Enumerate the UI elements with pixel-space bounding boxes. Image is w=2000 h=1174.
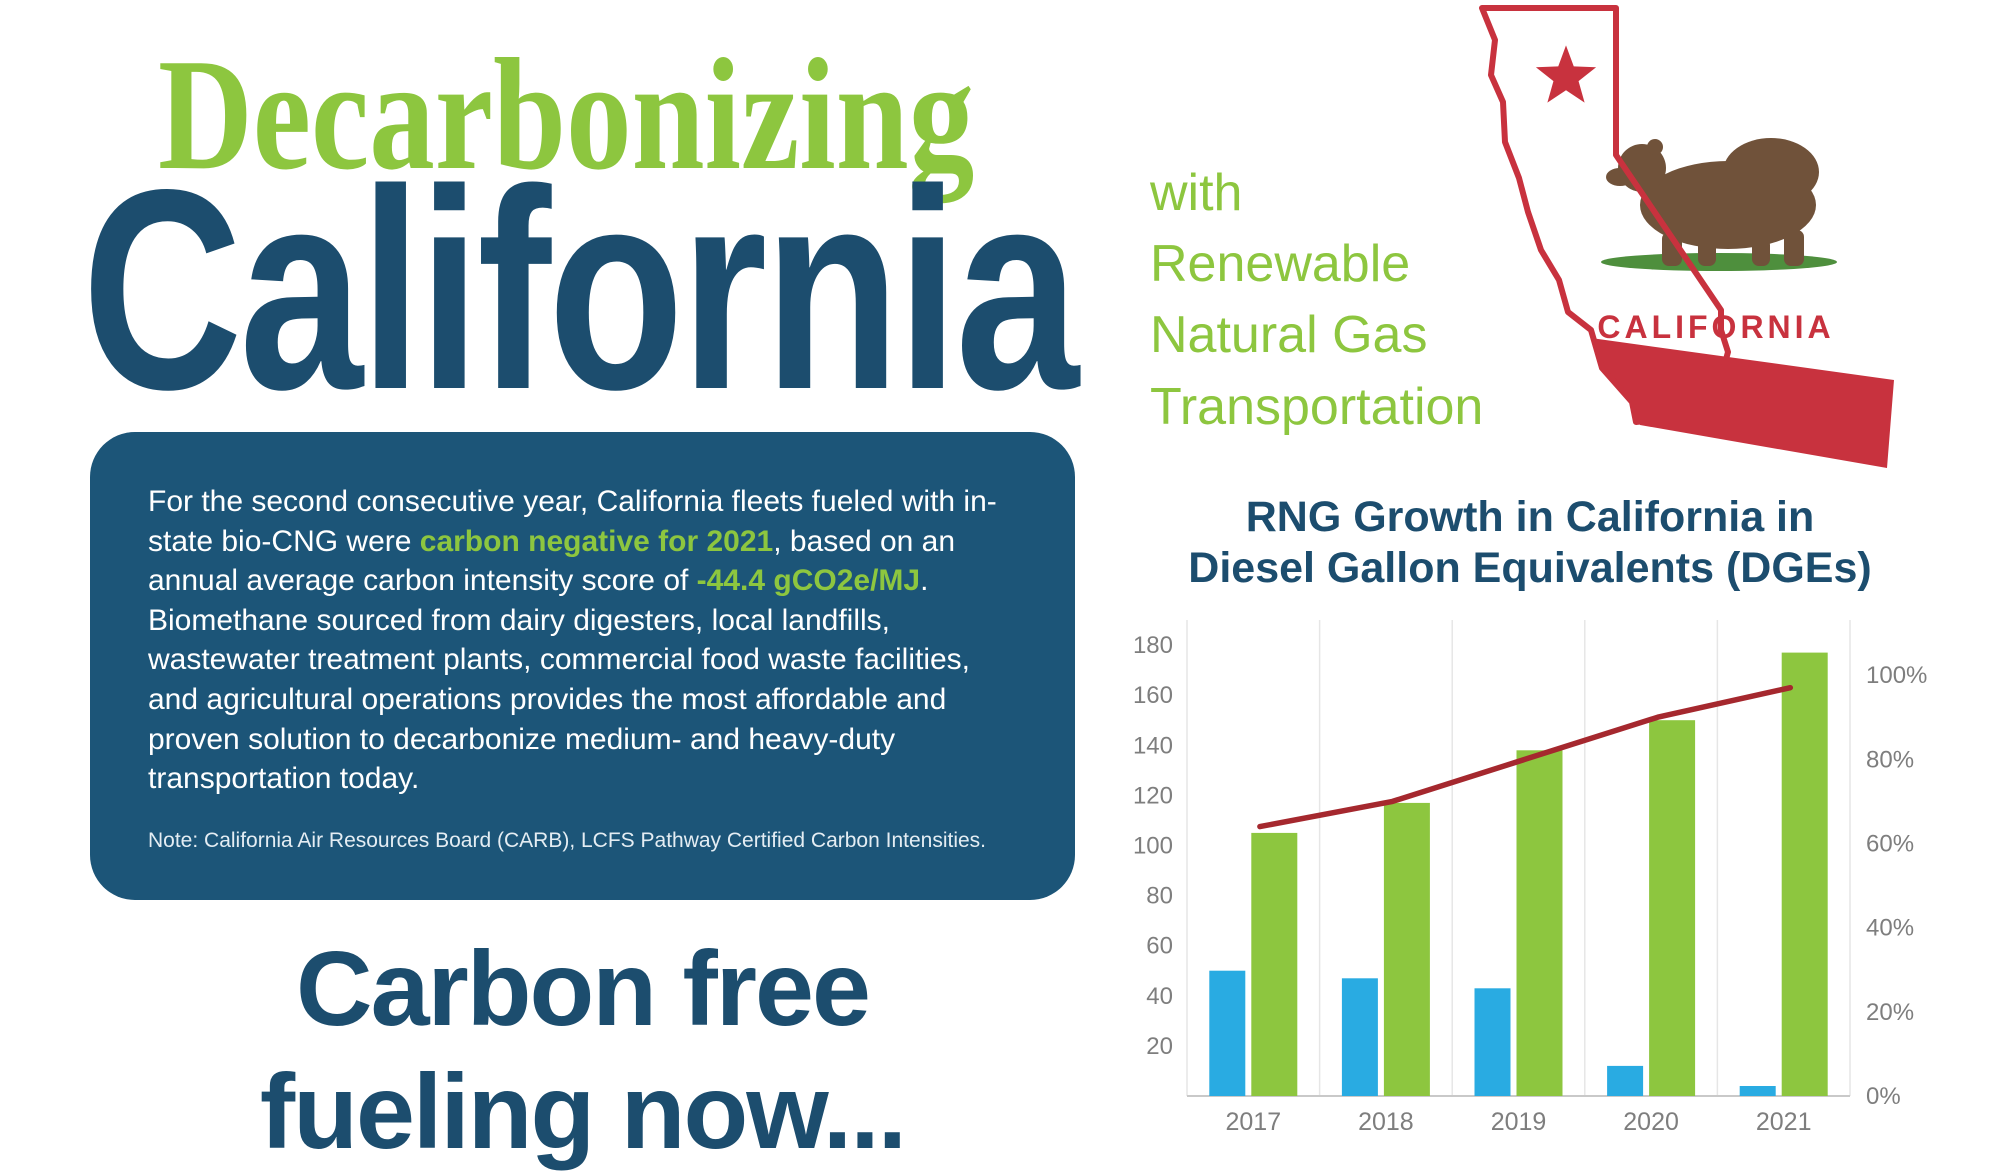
highlight-text: -44.4 gCO2e/MJ xyxy=(696,564,921,598)
info-note: Note: California Air Resources Board (CA… xyxy=(148,828,987,852)
bar-green-2017 xyxy=(1251,832,1298,1096)
title-california: California xyxy=(82,131,1079,449)
subtitle: with Renewable Natural Gas Transportatio… xyxy=(1150,158,1483,443)
bar-blue-2021 xyxy=(1739,1086,1776,1096)
left-axis-tick-label: 100 xyxy=(1133,833,1173,860)
left-axis-tick-label: 80 xyxy=(1146,883,1173,910)
body-text: . Biomethane sourced from dairy digester… xyxy=(148,564,970,796)
left-axis-tick-label: 140 xyxy=(1133,732,1173,759)
bar-green-2021 xyxy=(1781,652,1828,1096)
chart-title-line1: RNG Growth in California in xyxy=(1245,493,1815,541)
subtitle-line-with: with xyxy=(1150,164,1243,222)
bar-green-2020 xyxy=(1649,720,1696,1096)
right-axis-tick-label: 100% xyxy=(1866,662,1927,689)
x-axis-year-label: 2021 xyxy=(1756,1108,1812,1136)
bar-blue-2019 xyxy=(1474,988,1511,1096)
left-axis-tick-label: 60 xyxy=(1146,933,1173,960)
bar-green-2018 xyxy=(1383,802,1430,1096)
trend-line xyxy=(1257,684,1794,830)
bar-blue-2018 xyxy=(1341,978,1378,1096)
x-axis-year-label: 2020 xyxy=(1623,1108,1679,1136)
star-icon xyxy=(1535,45,1597,103)
left-axis-tick-label: 180 xyxy=(1133,632,1173,659)
left-axis-tick-label: 40 xyxy=(1146,983,1173,1010)
tagline-line1: Carbon free xyxy=(296,930,871,1048)
right-axis-tick-label: 20% xyxy=(1866,999,1914,1026)
right-axis-tick-label: 40% xyxy=(1866,915,1914,942)
x-axis-year-label: 2018 xyxy=(1358,1108,1414,1136)
info-box: For the second consecutive year, Califor… xyxy=(90,432,1075,900)
right-axis-tick-label: 60% xyxy=(1866,831,1914,858)
bear-icon xyxy=(1606,138,1819,266)
bar-blue-2020 xyxy=(1607,1065,1644,1096)
left-axis-tick-label: 160 xyxy=(1133,682,1173,709)
subtitle-line-transportation: Transportation xyxy=(1150,377,1484,436)
right-axis-tick-label: 0% xyxy=(1866,1083,1901,1110)
chart-title-line2: Diesel Gallon Equivalents (DGEs) xyxy=(1188,543,1872,592)
california-flag-graphic: CALIFORNIA xyxy=(1479,5,1894,468)
subtitle-line-natural-gas: Natural Gas xyxy=(1150,306,1428,365)
left-axis-tick-label: 20 xyxy=(1146,1033,1173,1060)
flag-red-stripe xyxy=(1591,338,1894,468)
chart-title: RNG Growth in California in Diesel Gallo… xyxy=(1105,492,1955,593)
state-outline xyxy=(1479,5,1731,425)
state-fill xyxy=(1482,8,1728,422)
bar-green-2019 xyxy=(1516,750,1563,1096)
title-decarbonizing: Decarbonizing xyxy=(158,25,975,203)
bar-blue-2017 xyxy=(1209,970,1246,1096)
body-text: For the second consecutive year, Califor… xyxy=(148,485,997,558)
body-text: , based on an annual average carbon inte… xyxy=(148,524,956,598)
grass xyxy=(1601,253,1837,271)
tagline-line2: fueling now... xyxy=(259,1052,907,1171)
highlight-text: carbon negative for 2021 xyxy=(419,524,774,558)
left-axis-tick-label: 120 xyxy=(1133,782,1173,809)
x-axis-year-label: 2017 xyxy=(1225,1108,1281,1136)
california-label: CALIFORNIA xyxy=(1597,309,1834,345)
subtitle-line-renewable: Renewable xyxy=(1150,235,1411,294)
right-axis-tick-label: 80% xyxy=(1866,746,1914,773)
x-axis-year-label: 2019 xyxy=(1491,1108,1547,1136)
info-paragraph: For the second consecutive year, Califor… xyxy=(148,482,1017,799)
rng-chart-svg: 20 40 60 80 100 120 140 160 180 0% 20% 40% 60% 80% 100… xyxy=(1133,620,1927,1136)
tagline: Carbon free fueling now... xyxy=(90,928,1075,1174)
